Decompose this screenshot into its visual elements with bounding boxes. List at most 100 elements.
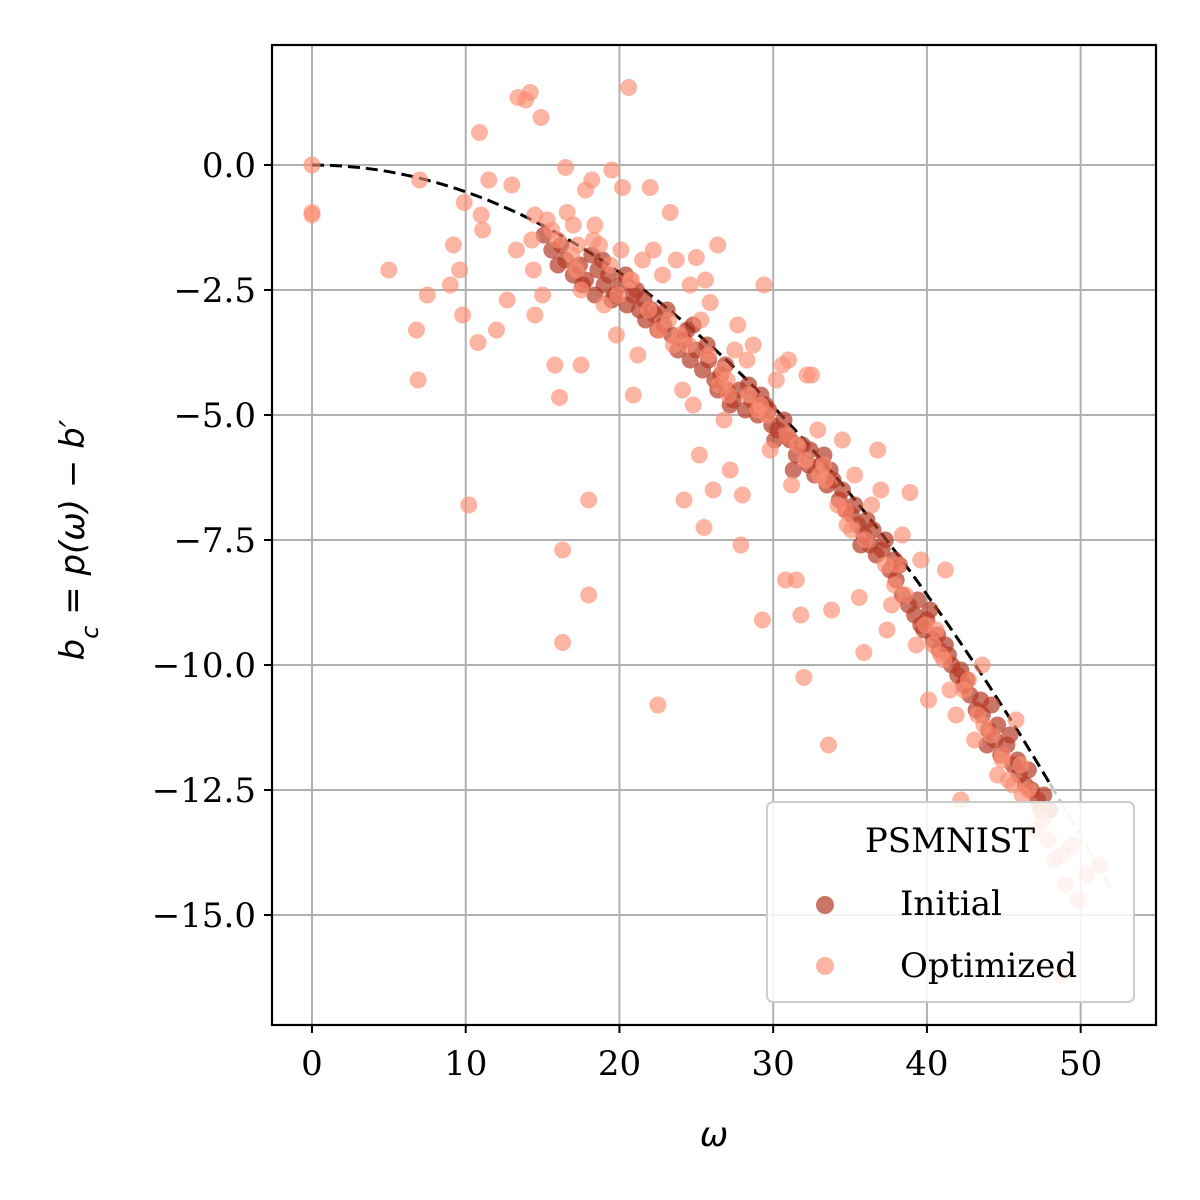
- grid-lines: [272, 45, 1156, 1025]
- optimized-point: [554, 541, 572, 559]
- optimized-point: [670, 326, 688, 344]
- optimized-point: [889, 556, 907, 574]
- optimized-point: [740, 386, 758, 404]
- optimized-point: [614, 179, 631, 196]
- optimized-point: [380, 261, 398, 279]
- optimized-point: [761, 441, 779, 459]
- y-axis-label-subscript: c: [76, 626, 104, 639]
- legend: PSMNIST Initial Optimized: [766, 801, 1135, 1003]
- data-points: [303, 79, 1108, 984]
- optimized-point: [667, 251, 685, 269]
- optimized-point: [941, 681, 959, 699]
- y-tick-label: −7.5: [173, 521, 256, 561]
- x-tick-label: 50: [1059, 1044, 1102, 1084]
- optimized-point: [732, 536, 750, 554]
- optimized-point: [833, 431, 851, 449]
- optimized-point: [488, 321, 505, 339]
- optimized-point: [767, 371, 785, 389]
- optimized-point: [749, 401, 767, 419]
- optimized-point: [649, 696, 667, 714]
- legend-marker-initial: [816, 896, 834, 914]
- plot-frame: [270, 43, 1158, 1027]
- optimized-point: [820, 736, 837, 754]
- optimized-point: [935, 651, 953, 669]
- optimized-point: [924, 636, 942, 654]
- optimized-point: [503, 176, 521, 194]
- optimized-point: [687, 249, 705, 266]
- optimized-point: [795, 669, 813, 686]
- legend-marker-optimized: [816, 957, 834, 975]
- optimized-point: [595, 296, 613, 314]
- optimized-point: [753, 611, 771, 629]
- optimized-point: [444, 236, 462, 254]
- optimized-point: [557, 159, 575, 176]
- optimized-point: [843, 521, 861, 539]
- optimized-point: [846, 466, 864, 484]
- optimized-point: [474, 221, 492, 239]
- initial-point: [876, 531, 894, 549]
- optimized-point: [681, 276, 699, 294]
- optimized-point: [498, 291, 516, 309]
- optimized-point: [856, 531, 874, 549]
- optimized-point: [744, 336, 762, 354]
- optimized-point: [674, 381, 691, 399]
- optimized-point: [704, 481, 722, 499]
- optimized-point: [644, 241, 662, 259]
- optimized-point: [454, 306, 472, 324]
- optimized-point: [901, 484, 919, 501]
- x-tick-label: 10: [444, 1044, 487, 1084]
- optimized-point: [692, 311, 710, 329]
- optimized-point: [620, 79, 638, 96]
- optimized-point: [634, 251, 651, 269]
- optimized-point: [920, 691, 937, 709]
- optimized-point: [850, 589, 868, 606]
- optimized-point: [524, 261, 542, 279]
- optimized-point: [883, 596, 901, 614]
- optimized-point: [810, 466, 828, 484]
- optimized-point: [684, 396, 702, 414]
- optimized-point: [878, 621, 896, 639]
- optimized-point: [709, 236, 727, 254]
- optimized-point: [690, 446, 708, 464]
- optimized-point: [783, 476, 801, 494]
- optimized-point: [700, 346, 718, 364]
- y-tick-label: −5.0: [173, 396, 256, 436]
- optimized-point: [603, 161, 621, 179]
- optimized-point: [418, 286, 436, 304]
- optimized-point: [778, 426, 796, 444]
- optimized-point: [551, 389, 568, 406]
- optimized-point: [641, 179, 659, 196]
- optimized-point: [823, 601, 841, 619]
- y-axis-label-rest: = p(ω) − b′: [53, 419, 93, 625]
- optimized-point: [612, 241, 630, 259]
- x-tick-label: 20: [598, 1044, 641, 1084]
- optimized-point: [738, 351, 756, 369]
- optimized-point: [543, 221, 561, 239]
- optimized-point: [863, 496, 881, 514]
- optimized-point: [715, 411, 733, 429]
- optimized-point: [936, 561, 954, 579]
- y-tick-label: −15.0: [152, 896, 256, 936]
- optimized-point: [471, 124, 488, 141]
- optimized-point: [695, 519, 713, 536]
- optimized-point: [554, 634, 572, 651]
- optimized-point: [726, 341, 744, 359]
- legend-label-initial: Initial: [900, 884, 1002, 924]
- y-axis-label-b: b: [53, 639, 93, 661]
- optimized-point: [572, 356, 590, 374]
- optimized-point: [523, 231, 541, 249]
- optimized-point: [609, 286, 627, 304]
- optimized-point: [1012, 756, 1030, 774]
- optimized-point: [621, 271, 639, 289]
- y-tick-label: −12.5: [152, 771, 256, 811]
- initial-point: [1001, 726, 1019, 744]
- optimized-point: [546, 356, 564, 374]
- optimized-point: [755, 276, 773, 294]
- initial-point: [1035, 786, 1053, 804]
- optimized-point: [809, 421, 827, 439]
- optimized-point: [580, 586, 598, 604]
- y-tick-label: −2.5: [173, 271, 256, 311]
- optimized-point: [729, 316, 747, 334]
- optimized-point: [855, 644, 873, 661]
- optimized-point: [780, 351, 798, 369]
